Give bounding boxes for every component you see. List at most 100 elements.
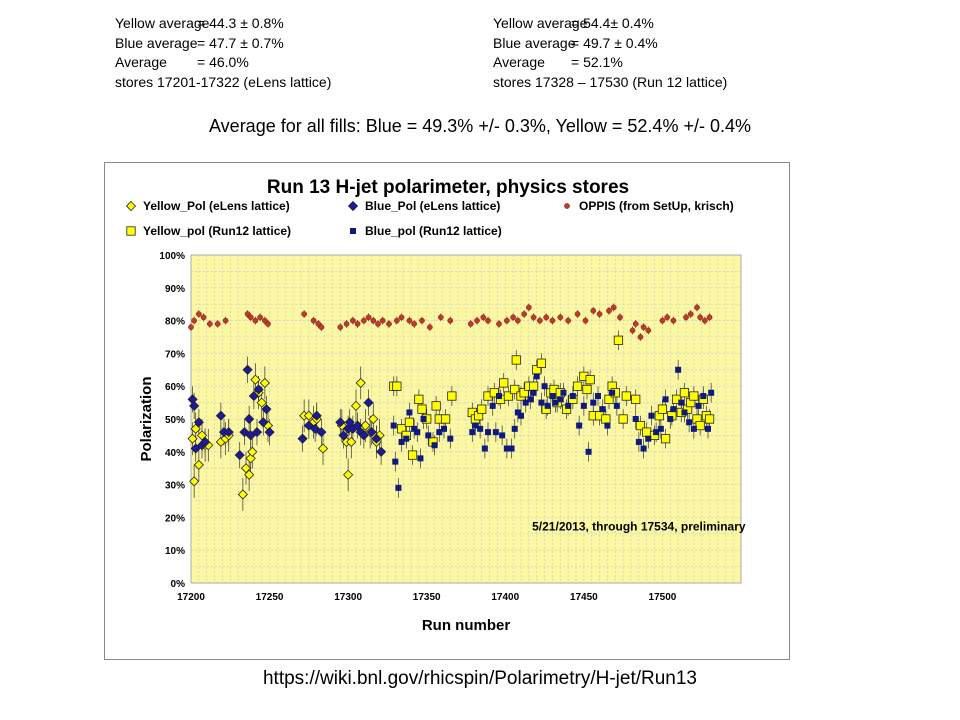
data-point	[599, 406, 606, 413]
diamond-marker	[303, 410, 314, 421]
square-marker	[511, 355, 521, 365]
square-marker	[601, 414, 611, 424]
data-point	[477, 404, 487, 414]
circle-marker	[398, 314, 405, 321]
data-point	[528, 381, 539, 391]
circle-marker	[543, 314, 549, 321]
circle-marker	[659, 317, 666, 324]
circle-marker	[645, 327, 652, 334]
diamond-marker	[247, 446, 258, 457]
square-marker	[527, 396, 534, 403]
data-point	[557, 314, 564, 321]
diamond-marker	[347, 200, 359, 212]
data-point	[245, 430, 256, 441]
data-point	[596, 311, 603, 317]
data-point	[189, 476, 200, 487]
data-point	[440, 414, 451, 424]
data-point	[191, 317, 197, 324]
y-tick-label: 60%	[165, 382, 185, 393]
circle-marker	[257, 314, 263, 321]
data-point	[427, 324, 433, 331]
data-point	[702, 317, 708, 324]
square-marker	[477, 404, 487, 414]
data-point	[481, 445, 488, 452]
circle-marker	[265, 321, 271, 327]
blue-average-label: Blue average	[115, 34, 198, 51]
square-marker	[549, 393, 556, 400]
data-point	[265, 321, 271, 327]
square-marker	[472, 422, 479, 429]
data-point	[660, 434, 671, 444]
square-marker	[406, 409, 413, 416]
data-point	[604, 422, 611, 429]
square-marker	[695, 420, 705, 431]
y-tick-label: 0%	[171, 579, 186, 590]
data-point	[366, 427, 377, 438]
square-marker	[489, 388, 499, 398]
square-marker	[398, 438, 405, 445]
circle-marker	[438, 314, 444, 321]
data-point	[637, 334, 644, 340]
chart-annotation: 5/21/2013, through 17534, preliminary	[532, 520, 746, 534]
diamond-marker	[240, 463, 252, 474]
diamond-marker	[264, 427, 275, 438]
data-point	[247, 446, 258, 457]
data-point	[259, 377, 270, 388]
data-point	[565, 402, 572, 409]
legend-label: Blue_pol (Run12 lattice)	[365, 224, 502, 238]
data-point	[640, 445, 647, 452]
data-point	[240, 463, 252, 474]
data-point	[188, 324, 194, 331]
circle-marker	[480, 314, 487, 321]
square-marker	[708, 389, 715, 396]
data-point	[541, 383, 548, 390]
data-point	[303, 410, 314, 421]
diamond-marker	[360, 420, 371, 431]
data-point	[705, 425, 712, 432]
data-point	[679, 388, 690, 398]
data-point	[662, 396, 669, 403]
circle-marker	[632, 321, 639, 327]
circle-marker	[537, 317, 543, 324]
y-tick-label: 70%	[165, 349, 185, 360]
data-point	[425, 432, 432, 439]
data-point	[645, 435, 652, 442]
data-point	[678, 399, 685, 406]
circle-marker	[637, 334, 644, 340]
data-point	[350, 317, 356, 324]
data-point	[496, 321, 502, 327]
circle-marker	[515, 317, 521, 324]
data-point	[239, 427, 250, 438]
data-point	[190, 443, 201, 454]
square-marker	[679, 388, 690, 398]
y-tick-label: 40%	[165, 448, 185, 459]
data-point	[406, 317, 413, 324]
stats-left-panel: Yellow average = 44.3 ± 0.8% Blue average…	[115, 14, 331, 92]
data-point	[489, 402, 496, 409]
data-point	[354, 321, 361, 327]
diamond-marker	[303, 420, 314, 431]
square-marker	[632, 415, 639, 422]
circle-marker	[610, 304, 617, 311]
data-point	[670, 317, 677, 324]
circle-marker	[406, 317, 413, 324]
chart-frame: Run 13 H-jet polarimeter, physics stores…	[104, 162, 790, 660]
data-point	[316, 427, 327, 438]
data-point	[419, 317, 425, 324]
square-marker	[417, 404, 427, 414]
data-point	[375, 321, 381, 327]
square-marker	[404, 417, 415, 427]
data-point	[618, 414, 628, 424]
square-marker	[631, 394, 641, 404]
data-point	[635, 420, 646, 431]
blue-average-value: = 47.7 ± 0.7%	[197, 34, 284, 51]
square-marker	[541, 383, 548, 390]
average-label: Average	[115, 54, 167, 70]
diamond-marker	[223, 427, 234, 438]
data-point	[515, 317, 521, 324]
x-axis-label: Run number	[422, 617, 510, 634]
data-point	[376, 446, 387, 457]
diamond-marker	[259, 377, 270, 388]
legend-label: Blue_Pol (eLens lattice)	[365, 199, 500, 213]
data-point	[317, 443, 329, 454]
